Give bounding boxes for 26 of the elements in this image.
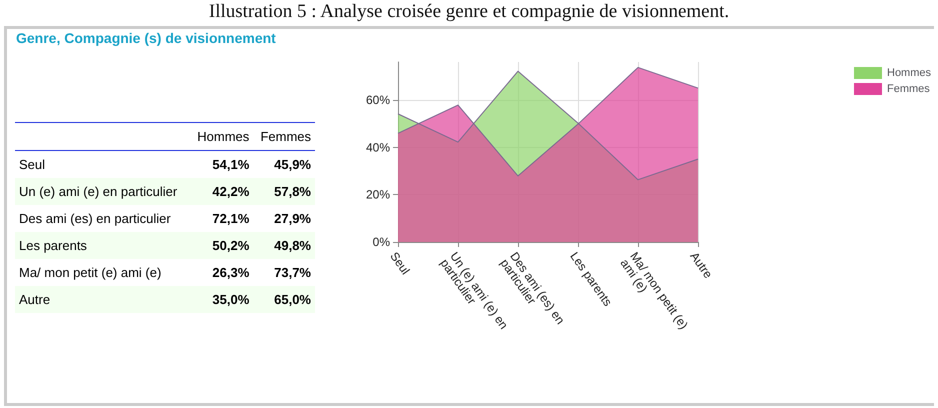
category-label: Un (e) ami (e) en particulier [15, 178, 190, 205]
category-label: Des ami (es) en particulier [18, 210, 172, 228]
legend-label: Hommes [886, 67, 932, 79]
data-label: 27,9% [273, 210, 312, 228]
data-label: 35,0% [190, 286, 254, 313]
data-label: 45,9% [273, 156, 312, 174]
data-label: 65,0% [253, 286, 315, 313]
data-label: 42,2% [190, 178, 254, 205]
data-label: 57,8% [253, 178, 315, 205]
data-label: 73,7% [273, 264, 312, 282]
data-label: 26,3% [211, 264, 250, 282]
y-tick-label: 0% [372, 235, 390, 249]
data-label: 50,2% [190, 232, 254, 259]
data-label: 49,8% [253, 232, 315, 259]
y-tick-label: 60% [366, 92, 390, 107]
legend-label: Femmes [886, 83, 930, 95]
y-tick-label: 40% [366, 140, 390, 154]
text: Hommes [190, 122, 254, 150]
data-label: 72,1% [211, 210, 250, 228]
category-label: Les parents [15, 232, 190, 259]
text: Genre, Compagnie (s) de visionnement [16, 30, 276, 46]
y-tick-label: 20% [366, 188, 390, 202]
category-label: Seul [18, 156, 46, 174]
text: Femmes [253, 122, 315, 150]
text: Illustration 5 : Analyse croisée genre et compagnie de visionnement. [208, 0, 730, 24]
data-label: 54,1% [211, 156, 250, 174]
